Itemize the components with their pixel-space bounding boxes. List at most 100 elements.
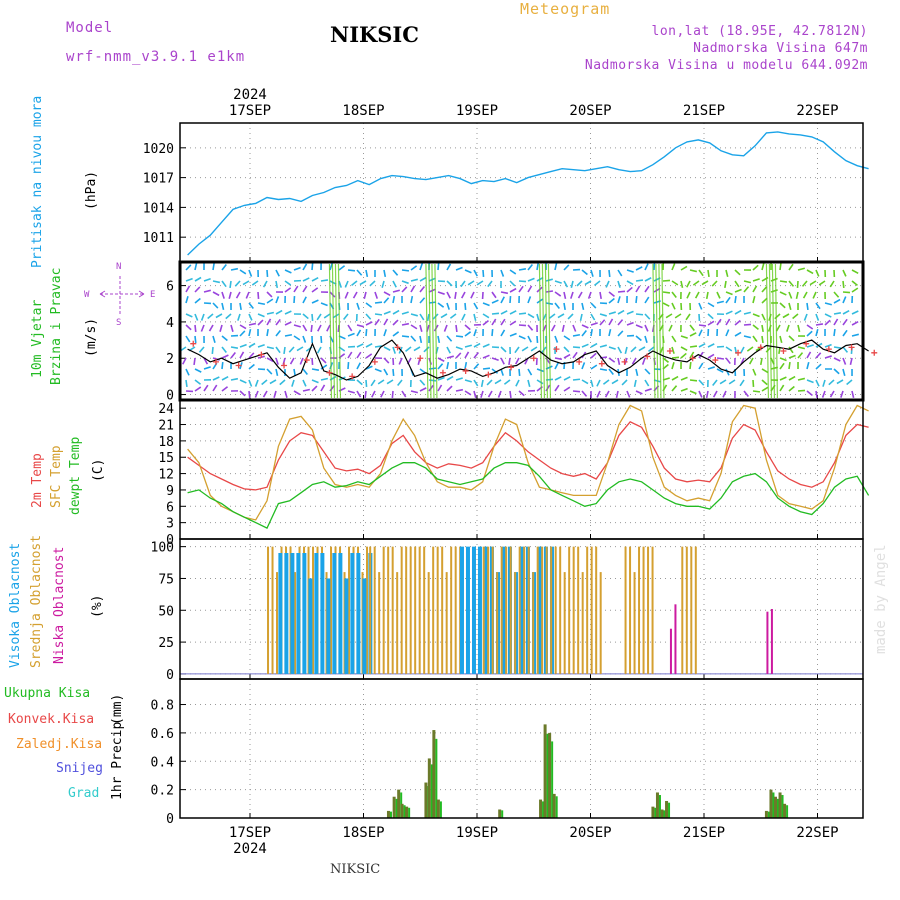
wind-arrow: [658, 324, 664, 332]
wind-arrow: [801, 280, 808, 287]
gust-marker: [553, 346, 560, 353]
wind-arrow: [563, 264, 570, 271]
wind-arrow: [193, 357, 196, 366]
wind-arrow: [806, 324, 814, 330]
wind-arrow: [284, 287, 292, 293]
wind-arrow: [806, 302, 809, 311]
precip-bar-total: [403, 805, 406, 818]
wind-arrow: [470, 291, 475, 299]
wind-arrow: [824, 343, 832, 348]
x-date-label-bottom: 21SEP: [683, 825, 725, 841]
y-tick-label: 9: [166, 484, 174, 499]
y-tick-label: 1014: [143, 201, 174, 216]
wind-arrow: [748, 357, 754, 365]
wind-arrow: [563, 386, 571, 392]
wind-arrow: [851, 333, 859, 337]
y-tick-label: 100: [151, 541, 174, 556]
wind-arrow: [338, 335, 346, 340]
wind-arrow: [599, 344, 607, 348]
wind-arrow: [320, 377, 329, 381]
wind-arrow: [455, 352, 462, 359]
wind-arrow: [374, 368, 382, 373]
wind-arrow: [563, 361, 566, 370]
wind-arrow: [380, 390, 385, 398]
wind-arrow: [608, 357, 616, 363]
wind-arrow: [500, 310, 508, 315]
wind-arrow: [212, 291, 220, 297]
wind-arrow: [500, 318, 506, 326]
wind-arrow: [644, 388, 652, 392]
cloud-bar: [298, 546, 301, 674]
wind-arrow: [392, 280, 397, 288]
wind-arrow: [833, 318, 839, 326]
wind-arrow: [432, 313, 439, 320]
wind-arrow: [707, 269, 710, 278]
wind-arrow: [194, 335, 197, 344]
wind-arrow: [701, 280, 709, 286]
wind-arrow: [633, 379, 637, 388]
wind-arrow: [851, 269, 859, 274]
wind-arrow: [473, 363, 480, 370]
wind-streak: [541, 263, 546, 399]
wind-arrow: [527, 379, 531, 387]
wind-streak: [771, 263, 776, 399]
y-tick-label: 0.6: [151, 727, 174, 742]
gust-marker: [190, 340, 197, 347]
wind-arrow: [716, 345, 725, 348]
wind-arrow: [542, 324, 547, 332]
wind-arrow: [446, 385, 453, 392]
cloud-bar: [514, 572, 517, 674]
wind-arrow: [359, 280, 367, 286]
wind-arrow: [743, 390, 749, 397]
wind-arrow: [398, 357, 403, 365]
wind-arrow: [491, 357, 499, 362]
wind-arrow: [464, 361, 468, 370]
wind-arrow: [725, 346, 733, 352]
wind-arrow: [426, 313, 430, 322]
wind-arrow: [635, 285, 641, 293]
wind-arrow: [833, 357, 841, 362]
wind-arrow: [482, 367, 491, 370]
wind-arrow: [626, 390, 631, 398]
wind-arrow: [689, 379, 698, 382]
wind-arrow: [508, 357, 511, 366]
wind-arrow: [815, 302, 821, 310]
wind-arrow: [500, 329, 506, 337]
compass-w: W: [84, 290, 90, 300]
wind-arrow: [494, 379, 502, 385]
precip-ylabel: 1hr Precip: [110, 721, 125, 800]
precip-bar-total: [546, 733, 549, 818]
wind-arrow: [428, 288, 436, 293]
wind-streak: [652, 263, 656, 399]
wind-arrow: [338, 280, 343, 288]
wind-arrow: [716, 318, 722, 326]
wind-arrow: [284, 310, 292, 315]
wind-arrow: [761, 286, 768, 293]
wind-arrow: [302, 379, 307, 387]
cloud-bar: [459, 546, 462, 674]
wind-arrow: [293, 266, 301, 271]
wind-arrow: [554, 262, 558, 271]
wind-arrow: [221, 263, 227, 271]
wind-arrow: [617, 309, 625, 315]
wind-arrow: [261, 379, 268, 386]
precip-bar-total: [439, 801, 442, 818]
wind-arrow: [275, 357, 279, 365]
wind-arrow: [524, 357, 529, 365]
precip-bar-total: [400, 792, 403, 818]
wind-arrow: [455, 335, 464, 338]
wind-arrow: [338, 376, 346, 381]
wind-arrow: [338, 387, 346, 392]
wind-arrow: [590, 352, 597, 359]
wind-arrow: [698, 269, 704, 277]
precip-bar-total: [777, 798, 780, 818]
wind-arrow: [635, 279, 644, 282]
wind-arrow: [369, 280, 376, 287]
cloud-bar: [459, 546, 464, 674]
cloud-bar: [378, 572, 381, 674]
precip-bar: [498, 809, 502, 818]
wind-arrow: [242, 280, 250, 286]
x-date-label-top: 17SEP: [229, 103, 271, 119]
wind-arrow: [689, 332, 697, 337]
wind-arrow: [500, 296, 505, 304]
